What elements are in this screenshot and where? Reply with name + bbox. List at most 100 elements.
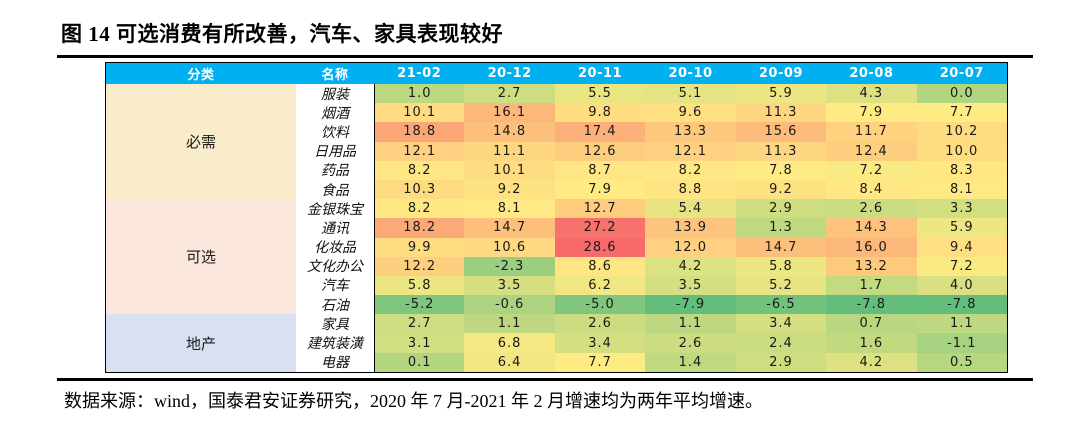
name-cell: 药品 — [296, 160, 374, 180]
value-cell: 15.6 — [735, 122, 827, 142]
name-cell: 家具 — [296, 314, 374, 334]
value-cell: 11.3 — [735, 141, 827, 161]
value-cell: 13.3 — [645, 122, 736, 142]
value-cell: 10.1 — [374, 103, 465, 123]
value-cell: 8.8 — [645, 179, 736, 200]
top-rule — [57, 55, 1033, 58]
value-cell: 0.5 — [916, 352, 1007, 372]
value-cell: 10.1 — [464, 160, 555, 180]
value-cell: 2.9 — [735, 352, 827, 372]
value-cell: 10.2 — [916, 122, 1007, 142]
value-cell: 2.6 — [645, 333, 736, 353]
value-cell: 2.6 — [554, 314, 646, 334]
column-header: 20-10 — [645, 63, 736, 84]
value-cell: 1.1 — [464, 314, 555, 334]
value-cell: 14.8 — [464, 122, 555, 142]
value-cell: 8.6 — [554, 256, 646, 276]
value-cell: 6.4 — [464, 352, 555, 372]
name-cell: 石油 — [296, 295, 374, 315]
value-cell: 8.2 — [645, 160, 736, 180]
value-cell: -2.3 — [464, 256, 555, 276]
value-cell: 1.4 — [645, 352, 736, 372]
value-cell: 7.7 — [916, 103, 1007, 123]
column-header: 分类 — [106, 63, 296, 84]
column-header: 名称 — [296, 63, 374, 84]
value-cell: 1.6 — [826, 333, 917, 353]
value-cell: 7.8 — [735, 160, 827, 180]
name-cell: 金银珠宝 — [296, 199, 374, 219]
value-cell: 3.3 — [916, 199, 1007, 219]
value-cell: -7.8 — [826, 295, 917, 315]
value-cell: 2.7 — [464, 84, 555, 104]
value-cell: 9.6 — [645, 103, 736, 123]
value-cell: 6.2 — [554, 275, 646, 296]
value-cell: 9.8 — [554, 103, 646, 123]
name-cell: 服装 — [296, 84, 374, 104]
value-cell: 27.2 — [554, 218, 646, 238]
value-cell: 10.0 — [916, 141, 1007, 161]
name-cell: 食品 — [296, 179, 374, 200]
value-cell: 5.2 — [735, 275, 827, 296]
category-cell: 必需 — [106, 84, 296, 200]
value-cell: 11.1 — [464, 141, 555, 161]
consumption-heatmap-table: 分类 名称 21-02 20-12 20-11 20-10 20-09 20-08 20-07 必… — [105, 62, 1008, 373]
value-cell: 2.4 — [735, 333, 827, 353]
data-source-note: 数据来源：wind，国泰君安证券研究，2020 年 7 月-2021 年 2 月… — [64, 391, 763, 411]
value-cell: -6.5 — [735, 295, 827, 315]
value-cell: 6.8 — [464, 333, 555, 353]
value-cell: 7.9 — [554, 179, 646, 200]
value-cell: 2.6 — [826, 199, 917, 219]
value-cell: 9.2 — [464, 179, 555, 200]
value-cell: 9.4 — [916, 237, 1007, 257]
column-header: 21-02 — [374, 63, 465, 84]
value-cell: 18.2 — [374, 218, 465, 238]
category-cell: 可选 — [106, 199, 296, 315]
value-cell: 5.9 — [916, 218, 1007, 238]
column-header: 20-11 — [554, 63, 646, 84]
name-cell: 通讯 — [296, 218, 374, 238]
value-cell: 2.9 — [735, 199, 827, 219]
value-cell: 28.6 — [554, 237, 646, 257]
value-cell: 12.4 — [826, 141, 917, 161]
value-cell: 7.2 — [826, 160, 917, 180]
value-cell: 8.2 — [374, 160, 465, 180]
value-cell: 0.7 — [826, 314, 917, 334]
value-cell: 17.4 — [554, 122, 646, 142]
value-cell: 5.1 — [645, 84, 736, 104]
column-header: 20-09 — [735, 63, 827, 84]
value-cell: -5.2 — [374, 295, 465, 315]
value-cell: -5.0 — [554, 295, 646, 315]
value-cell: 10.3 — [374, 179, 465, 200]
value-cell: 0.1 — [374, 352, 465, 372]
value-cell: 4.2 — [645, 256, 736, 276]
value-cell: 5.5 — [554, 84, 646, 104]
name-cell: 饮料 — [296, 122, 374, 142]
value-cell: 12.6 — [554, 141, 646, 161]
value-cell: 9.2 — [735, 179, 827, 200]
value-cell: 12.1 — [374, 141, 465, 161]
value-cell: 1.1 — [916, 314, 1007, 334]
value-cell: 3.4 — [735, 314, 827, 334]
value-cell: 3.5 — [464, 275, 555, 296]
value-cell: 12.0 — [645, 237, 736, 257]
value-cell: 18.8 — [374, 122, 465, 142]
value-cell: 5.9 — [735, 84, 827, 104]
value-cell: 3.5 — [645, 275, 736, 296]
value-cell: 8.1 — [916, 179, 1007, 200]
value-cell: 2.7 — [374, 314, 465, 334]
value-cell: 12.7 — [554, 199, 646, 219]
category-cell: 地产 — [106, 314, 296, 372]
value-cell: 5.8 — [735, 256, 827, 276]
figure-title: 图 14 可选消费有所改善，汽车、家具表现较好 — [61, 22, 503, 46]
value-cell: 1.0 — [374, 84, 465, 104]
name-cell: 建筑装潢 — [296, 333, 374, 353]
name-cell: 化妆品 — [296, 237, 374, 257]
value-cell: 1.7 — [826, 275, 917, 296]
name-cell: 电器 — [296, 352, 374, 372]
bottom-rule — [57, 378, 1033, 381]
value-cell: -1.1 — [916, 333, 1007, 353]
value-cell: 3.4 — [554, 333, 646, 353]
value-cell: 1.1 — [645, 314, 736, 334]
value-cell: 4.2 — [826, 352, 917, 372]
